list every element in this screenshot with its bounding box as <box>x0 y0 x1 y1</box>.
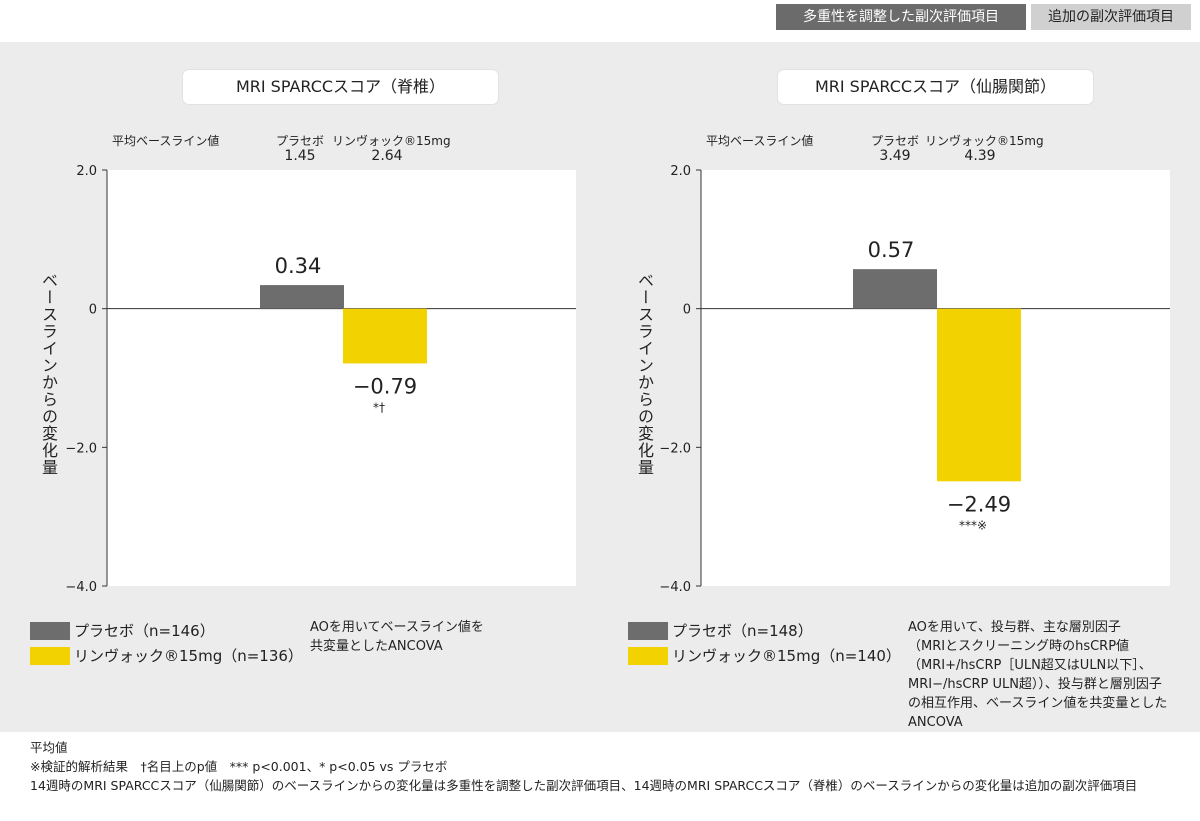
legend-label-drug: リンヴォック®15mg（n=140） <box>672 647 901 665</box>
legend-placebo: プラセボ（n=146） <box>30 620 215 641</box>
footnote-mean: 平均値 <box>30 740 68 755</box>
bar-placebo <box>260 285 344 309</box>
footnote-endpoints: 14週時のMRI SPARCCスコア（仙腸関節）のベースラインからの変化量は多重… <box>30 778 1138 793</box>
baseline-label: 平均ベースライン値 <box>706 134 814 148</box>
legend-label-placebo: プラセボ（n=146） <box>74 622 215 640</box>
footnote-significance: ※検証的解析結果 †名目上のp値 *** p<0.001、* p<0.05 vs… <box>30 759 448 774</box>
chart-title: MRI SPARCCスコア（仙腸関節） <box>778 70 1093 104</box>
primary-endpoint-tag: 多重性を調整した副次評価項目 <box>776 4 1026 30</box>
note-line: （MRIとスクリーニング時のhsCRP値 <box>908 639 1130 654</box>
chart-title: MRI SPARCCスコア（脊椎） <box>183 70 498 104</box>
y-tick-label: 0 <box>89 303 97 318</box>
legend-drug: リンヴォック®15mg（n=136） <box>30 645 303 666</box>
baseline-drug-value: 2.64 <box>371 148 403 164</box>
significance-mark: *† <box>373 400 385 414</box>
legend-placebo: プラセボ（n=148） <box>628 620 813 641</box>
y-tick-label: −4.0 <box>65 580 97 595</box>
note-line: ANCOVA <box>908 715 963 730</box>
y-axis-label: ベースラインからの変化量 <box>635 272 654 476</box>
baseline-drug-name: リンヴォック®15mg <box>925 134 1044 148</box>
note-line: （MRI+/hsCRP［ULN超又はULN以下］、 <box>908 658 1152 673</box>
footnotes: 平均値 ※検証的解析結果 †名目上のp値 *** p<0.001、* p<0.0… <box>30 738 1190 795</box>
baseline-placebo-name: プラセボ <box>870 134 919 148</box>
note-line: 共変量としたANCOVA <box>310 639 443 654</box>
legend-swatch-drug <box>628 647 668 665</box>
bar-drug <box>937 308 1021 482</box>
data-label: −0.79 <box>353 374 417 398</box>
baseline-placebo-value: 3.49 <box>879 148 911 164</box>
data-label: 0.34 <box>275 254 322 278</box>
y-tick-label: 0 <box>683 303 691 318</box>
y-tick-label: −4.0 <box>659 580 691 595</box>
note-line: AOを用いてベースライン値を <box>310 620 484 635</box>
note-line: MRI−/hsCRP ULN超））、投与群と層別因子 <box>908 677 1162 692</box>
plot-area <box>701 170 1170 586</box>
bar-placebo <box>853 269 937 309</box>
analysis-note: AOを用いてベースライン値を 共変量としたANCOVA <box>310 618 484 656</box>
note-line: の相互作用、ベースライン値を共変量とした <box>908 696 1168 711</box>
significance-mark: ***※ <box>959 518 987 532</box>
additional-endpoint-tag: 追加の副次評価項目 <box>1031 4 1191 30</box>
y-tick-label: 2.0 <box>76 164 97 179</box>
baseline-label: 平均ベースライン値 <box>112 134 220 148</box>
legend-swatch-drug <box>30 647 70 665</box>
legend-label-drug: リンヴォック®15mg（n=136） <box>74 647 303 665</box>
legend-swatch-placebo <box>628 622 668 640</box>
baseline-drug-name: リンヴォック®15mg <box>332 134 451 148</box>
chart-panel-sij: MRI SPARCCスコア（仙腸関節） 平均ベースライン値 プラセボ リンヴォッ… <box>600 42 1200 732</box>
y-axis-label: ベースラインからの変化量 <box>39 272 58 476</box>
legend-label-placebo: プラセボ（n=148） <box>672 622 813 640</box>
y-tick-label: −2.0 <box>659 441 691 456</box>
bar-chart-spine: 2.0 0 −2.0 −4.0 0.34 −0.79 *† <box>65 164 576 595</box>
baseline-drug-value: 4.39 <box>964 148 996 164</box>
legend-drug: リンヴォック®15mg（n=140） <box>628 645 901 666</box>
bar-chart-sij: 2.0 0 −2.0 −4.0 0.57 −2.49 ***※ <box>659 164 1170 595</box>
legend-swatch-placebo <box>30 622 70 640</box>
analysis-note: AOを用いて、投与群、主な層別因子 （MRIとスクリーニング時のhsCRP値 （… <box>908 618 1167 732</box>
data-label: 0.57 <box>868 238 915 262</box>
chart-panel-spine: MRI SPARCCスコア（脊椎） 平均ベースライン値 プラセボ リンヴォック®… <box>0 42 600 732</box>
header-bar: 多重性を調整した副次評価項目 追加の副次評価項目 <box>0 0 1200 42</box>
baseline-placebo-name: プラセボ <box>275 134 324 148</box>
y-tick-label: 2.0 <box>670 164 691 179</box>
baseline-placebo-value: 1.45 <box>284 148 316 164</box>
plot-area <box>107 170 576 586</box>
y-tick-label: −2.0 <box>65 441 97 456</box>
data-label: −2.49 <box>947 492 1011 516</box>
bar-drug <box>343 308 427 364</box>
note-line: AOを用いて、投与群、主な層別因子 <box>908 620 1121 635</box>
